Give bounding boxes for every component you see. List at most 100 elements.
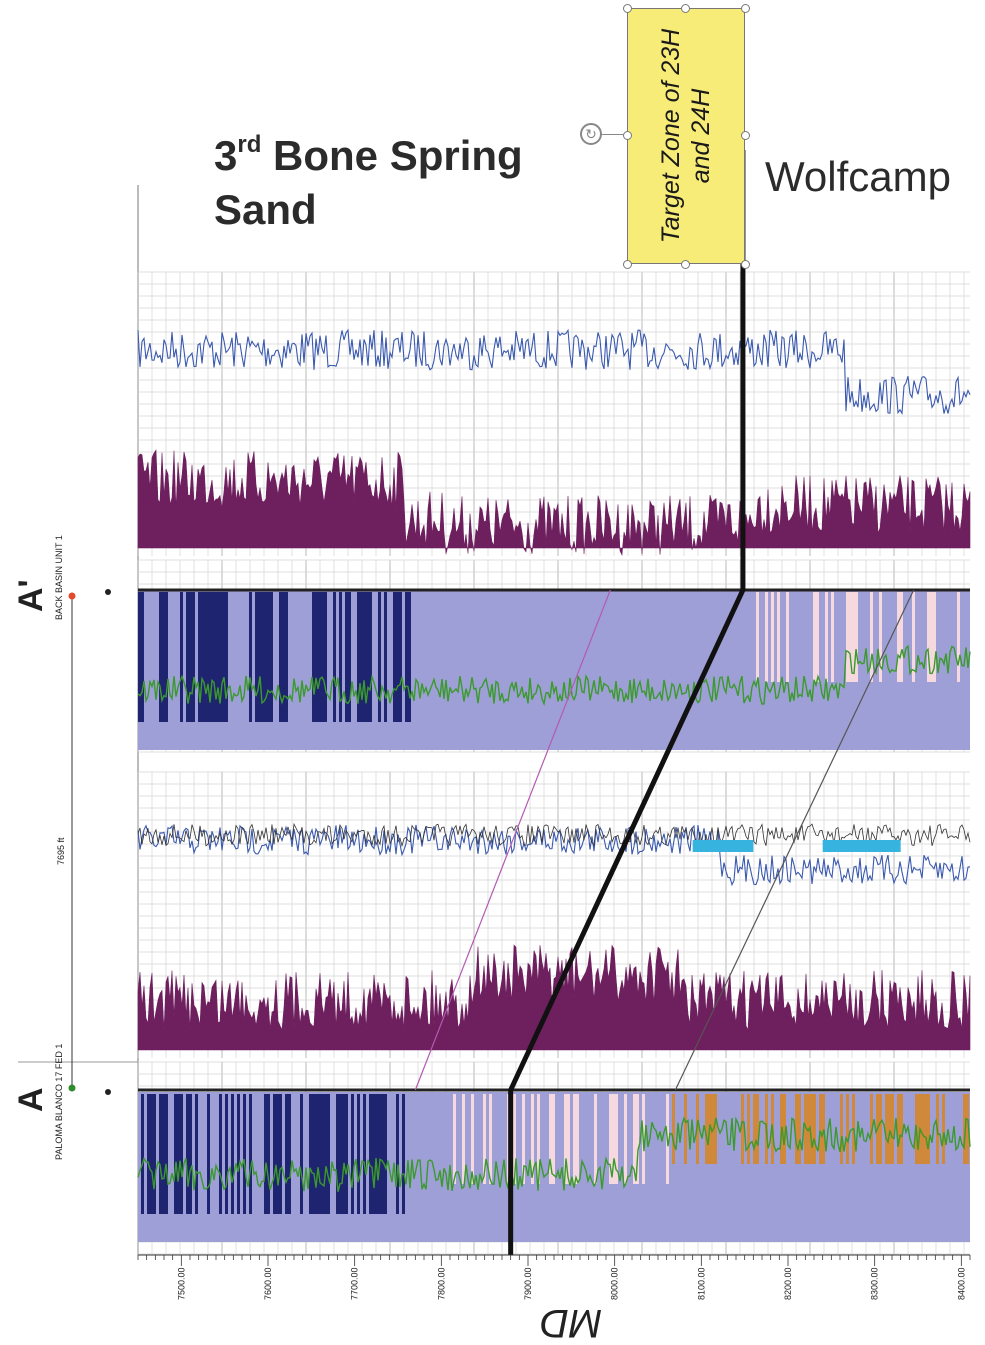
x-tick-label: 7900.00 (523, 1267, 533, 1300)
lithology-stripe (243, 1094, 246, 1214)
lithology-stripe (930, 592, 933, 682)
lithology-stripe (567, 1094, 570, 1184)
lithology-stripe (198, 592, 201, 722)
lithology-stripe (177, 1094, 180, 1214)
lithology-stripe (462, 1094, 465, 1184)
rotate-icon[interactable]: ↻ (580, 123, 602, 145)
lithology-stripe (315, 1094, 318, 1214)
lithology-stripe (624, 1094, 627, 1184)
lithology-stripe (153, 1094, 156, 1214)
resize-handle-icon[interactable] (623, 260, 632, 269)
lithology-stripe (300, 1094, 303, 1214)
x-tick-label: 7800.00 (436, 1267, 446, 1300)
lithology-stripe (813, 592, 816, 682)
lithology-stripe (705, 1094, 708, 1164)
lithology-stripe (345, 592, 348, 722)
lithology-stripe (162, 1094, 165, 1214)
lithology-stripe (204, 592, 207, 722)
wolfcamp-label: Wolfcamp (765, 153, 951, 200)
lithology-stripe (339, 1094, 342, 1214)
lithology-stripe (159, 1094, 162, 1214)
lithology-stripe (186, 592, 189, 722)
lithology-stripe (927, 592, 930, 682)
lithology-stripe (927, 1094, 930, 1164)
lithology-stripe (672, 1094, 675, 1164)
lithology-stripe (231, 1094, 234, 1214)
lithology-stripe (879, 1094, 882, 1164)
resize-handle-icon[interactable] (681, 260, 690, 269)
lithology-stripe (783, 1094, 786, 1164)
lithology-stripe (138, 592, 141, 722)
lithology-stripe (162, 592, 165, 722)
lithology-stripe (180, 1094, 183, 1214)
lithology-stripe (321, 592, 324, 722)
lithology-stripe (453, 1094, 456, 1184)
resize-handle-icon[interactable] (623, 131, 632, 140)
lithology-stripe (384, 1094, 387, 1214)
correlation-thin-gray (674, 589, 915, 1091)
lithology-stripe (816, 592, 819, 682)
lithology-stripe (378, 592, 381, 722)
lithology-stripe (852, 592, 855, 682)
target-zone-textbox[interactable]: Target Zone of 23H and 24H (627, 8, 745, 264)
lithology-stripe (315, 592, 318, 722)
resize-handle-icon[interactable] (623, 4, 632, 13)
lithology-stripe (891, 1094, 894, 1164)
lithology-stripe (795, 1094, 798, 1164)
lithology-stripe (372, 1094, 375, 1214)
lithology-stripe (285, 1094, 288, 1214)
lithology-stripe (276, 1094, 279, 1214)
lithology-stripe (333, 592, 336, 722)
lithology-stripe (189, 1094, 192, 1214)
lithology-stripe (174, 1094, 177, 1214)
resize-handle-icon[interactable] (681, 4, 690, 13)
lithology-stripe (219, 1094, 222, 1214)
lithology-stripe (804, 1094, 807, 1164)
x-tick-label: 7500.00 (176, 1267, 186, 1300)
lithology-stripe (849, 592, 852, 682)
lithology-stripe (522, 1094, 525, 1184)
resistivity-fill-top (137, 449, 971, 556)
lithology-stripe (180, 592, 183, 722)
md-axis-label: MD (540, 1301, 603, 1345)
lithology-stripe (633, 1094, 636, 1184)
lithology-stripe (141, 1094, 144, 1214)
resize-handle-icon[interactable] (741, 131, 750, 140)
lithology-stripe (195, 1094, 198, 1214)
lithology-stripe (942, 1094, 945, 1164)
bone-spring-label: 3rd Bone Spring Sand (214, 131, 523, 233)
lithology-stripe (384, 592, 387, 722)
lithology-stripe (351, 1094, 354, 1214)
well-a-name: PALOMA BLANCO 17 FED 1 (54, 1043, 64, 1160)
resize-handle-icon[interactable] (741, 4, 750, 13)
lithology-stripe (264, 592, 267, 722)
lithology-stripe (249, 1094, 252, 1214)
lithology-stripe (612, 1094, 615, 1184)
lithology-stripe (336, 1094, 339, 1214)
lithology-stripe (309, 1094, 312, 1214)
well-distance-label: 7695 ft (56, 837, 66, 865)
lithology-stripe (777, 592, 780, 682)
lithology-stripe (381, 1094, 384, 1214)
lithology-stripe (810, 1094, 813, 1164)
lithology-stripe (573, 1094, 576, 1184)
lithology-stripe (213, 592, 216, 722)
lithology-stripe (393, 592, 396, 722)
lithology-stripe (279, 1094, 282, 1214)
lithology-stripe (165, 592, 168, 722)
lithology-stripe (258, 592, 261, 722)
lithology-stripe (321, 1094, 324, 1214)
lithology-stripe (549, 1094, 552, 1184)
lithology-stripe (237, 1094, 240, 1214)
resize-handle-icon[interactable] (741, 260, 750, 269)
lithology-stripe (756, 1094, 759, 1164)
lithology-stripe (207, 592, 210, 722)
lithology-stripe (408, 592, 411, 722)
lithology-stripe (339, 592, 342, 722)
lithology-stripe (201, 592, 204, 722)
well-a-letter: A (12, 1087, 50, 1112)
black-curve-bottom (137, 822, 971, 848)
lithology-stripe (900, 1094, 903, 1164)
lithology-stripe (378, 1094, 381, 1214)
cyan-fill (822, 840, 901, 852)
